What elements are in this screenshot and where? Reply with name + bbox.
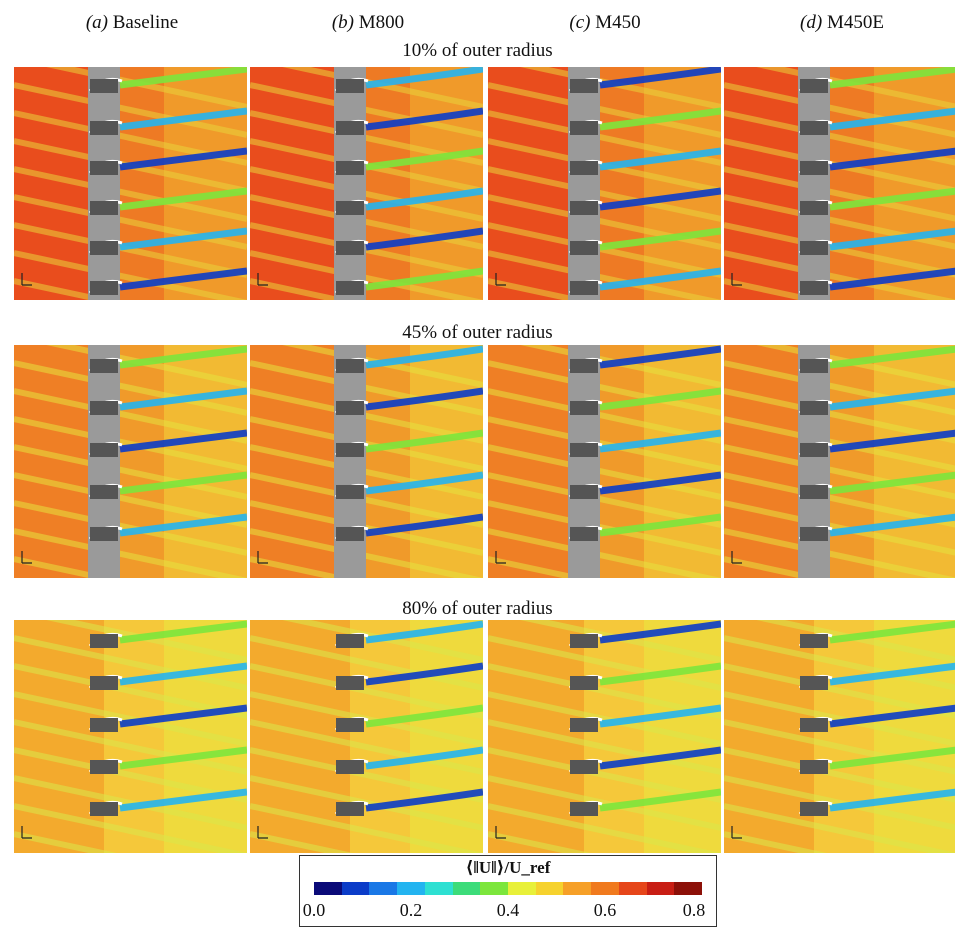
contour-panel: [724, 620, 955, 853]
column-header-baseline: (a) Baseline: [14, 12, 250, 34]
colorbar-swatch: [508, 882, 536, 895]
colorbar-title: ⟨‖U‖⟩/U_ref: [465, 858, 551, 877]
colorbar-swatch: [563, 882, 592, 895]
column-name: M450E: [826, 12, 884, 33]
colorbar-tick: 0.0: [302, 900, 326, 920]
colorbar-tick: 0.4: [496, 900, 520, 920]
flow-field-image: [14, 345, 247, 578]
contour-panel: [488, 67, 721, 300]
colorbar-tick: 0.8: [682, 900, 706, 920]
flow-field-image: [724, 345, 955, 578]
flow-field-image: [250, 67, 483, 300]
flow-field-image: [488, 345, 721, 578]
column-name: M800: [358, 12, 405, 33]
contour-panel: [724, 345, 955, 578]
colorbar-legend: ⟨‖U‖⟩/U_ref 0.0 0.2 0.4 0.6 0.8: [299, 855, 717, 927]
contour-panel: [14, 345, 247, 578]
colorbar-ramp: [314, 882, 703, 895]
contour-panel: [724, 67, 955, 300]
colorbar-tick: 0.6: [593, 900, 617, 920]
column-tag: (a): [85, 12, 108, 33]
flow-field-image: [250, 345, 483, 578]
contour-panel: [488, 345, 721, 578]
row-title-10pct: 10% of outer radius: [402, 40, 553, 61]
flow-field-image: [724, 620, 955, 853]
contour-panel: [488, 620, 721, 853]
colorbar-swatch: [618, 882, 647, 895]
column-header-m450: (c) M450: [487, 12, 723, 34]
colorbar-swatch: [369, 882, 398, 895]
contour-panel: [14, 67, 247, 300]
column-name: M450: [595, 12, 641, 33]
row-title-80pct: 80% of outer radius: [402, 598, 553, 619]
contour-panel: [14, 620, 247, 853]
contour-panel: [250, 67, 483, 300]
column-tag: (d): [800, 12, 823, 33]
flow-field-image: [250, 620, 483, 853]
colorbar-swatch: [424, 882, 453, 895]
contour-panel: [250, 345, 483, 578]
flow-field-image: [14, 67, 247, 300]
flow-field-image: [14, 620, 247, 853]
flow-field-image: [488, 620, 721, 853]
column-tag: (c): [569, 12, 591, 33]
flow-field-image: [488, 67, 721, 300]
colorbar-swatch: [452, 882, 481, 895]
column-header-m450e: (d) M450E: [724, 12, 955, 34]
colorbar-swatch: [674, 882, 703, 895]
flow-field-image: [724, 67, 955, 300]
contour-panel: [250, 620, 483, 853]
colorbar-swatch: [480, 882, 509, 895]
column-header-m800: (b) M800: [250, 12, 486, 34]
column-tag: (b): [331, 12, 354, 33]
colorbar-swatch: [646, 882, 675, 895]
colorbar-swatch: [314, 882, 342, 895]
row-title-45pct: 45% of outer radius: [402, 322, 553, 343]
colorbar-swatch: [397, 882, 425, 895]
colorbar-swatch: [535, 882, 564, 895]
colorbar-swatch: [341, 882, 370, 895]
colorbar-swatch: [591, 882, 619, 895]
column-name: Baseline: [112, 12, 179, 33]
colorbar-tick: 0.2: [399, 900, 423, 920]
